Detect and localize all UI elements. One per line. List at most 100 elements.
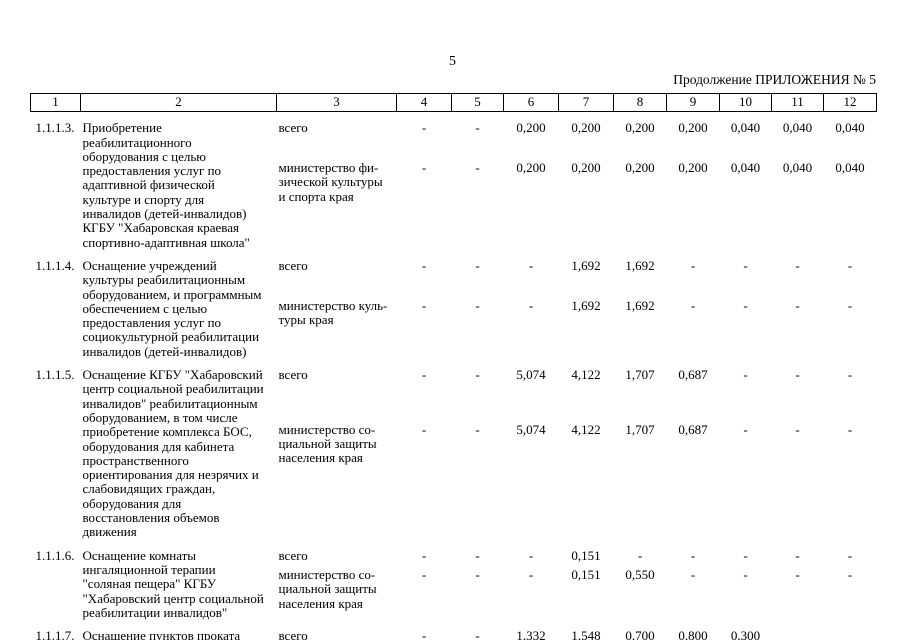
value-cell: - [847,257,853,273]
continuation-note: Продолжение ПРИЛОЖЕНИЯ № 5 [673,72,876,87]
value-cell: 0,200 [678,160,708,176]
value-cell: - [475,421,480,437]
value-cell: - [528,257,534,273]
value-cell: - [421,421,427,437]
value-cell: - [475,160,480,176]
value-cell: - [421,566,427,582]
value-cell: 0,040 [835,120,865,136]
value-cell: 0,200 [571,160,601,176]
value-cell: 0,800 [678,628,708,640]
value-cell: - [475,628,480,640]
value-cell: - [743,257,748,273]
value-cell: - [795,367,800,383]
value-cell: 0,700 [625,628,655,640]
value-cell: 0,200 [678,120,708,136]
value-cell: - [743,547,748,563]
value-cell: 1,707 [625,367,655,383]
value-cell: 0,151 [571,566,601,582]
value-cell: - [421,120,427,136]
value-cell: - [421,297,427,313]
value-cell: - [847,547,853,563]
row-executor: министерство со- циальной защиты населен… [278,566,377,611]
value-cell: 0,040 [730,120,761,136]
table-row: 1.1.1.6. Оснащение комнаты ингаляционной … [31,540,877,620]
value-cell: - [475,257,480,273]
value-cell: - [421,367,427,383]
table-row: 1.1.1.4. Оснащение учреждений культуры ре… [31,250,877,358]
value-cell: 0,687 [678,367,708,383]
row-name: Оснащение учреждений культуры реабилитац… [82,257,262,359]
value-cell: 0,200 [625,120,655,136]
value-cell: 0,200 [516,120,546,136]
value-cell: 1,548 [571,628,601,640]
value-cell: 0,200 [625,160,655,176]
value-cell: - [690,257,696,273]
value-cell: - [690,566,696,582]
table-row: 1.1.1.3. Приобретение реабилитационного о… [31,112,877,250]
value-cell: - [847,297,853,313]
value-cell: - [475,566,480,582]
table-header-row: 1 2 3 4 5 6 7 8 9 10 11 12 [30,92,877,113]
column-header: 11 [771,92,824,113]
page-number: 5 [449,54,456,69]
value-cell: 0,040 [835,160,865,176]
row-executor: всего [278,547,308,563]
value-cell: - [743,566,748,582]
table-row: министерство со- циальной защиты населен… [31,421,877,540]
column-header: 6 [503,92,559,113]
value-cell: - [475,120,480,136]
table-row: 1.1.1.5. Оснащение КГБУ "Хабаровский цент… [31,359,877,539]
value-cell: 0,040 [782,160,813,176]
row-code: 1.1.1.5. [35,367,75,383]
value-cell: 0,200 [571,120,601,136]
column-header: 8 [613,92,667,113]
value-cell: - [795,547,800,563]
value-cell: - [475,547,480,563]
column-header: 5 [451,92,504,113]
value-cell: 0,040 [730,160,761,176]
row-executor: министерство фи- зической культуры и спо… [278,160,383,204]
value-cell: 1,707 [625,421,655,437]
value-cell [824,620,877,640]
value-cell: 0,200 [516,160,546,176]
column-header: 1 [30,92,81,113]
row-executor: министерство куль- туры края [278,297,388,328]
value-cell: 4,122 [571,367,601,383]
row-executor: министерство со- циальной защиты населен… [278,421,377,466]
value-cell: - [795,257,800,273]
column-header: 12 [823,92,877,113]
row-name: Приобретение реабилитационного оборудова… [82,120,250,250]
value-cell: 1,692 [625,297,655,313]
row-code: 1.1.1.3. [35,120,75,136]
value-cell: - [421,160,427,176]
value-cell: 1,692 [625,257,655,273]
value-cell: 0,300 [730,628,761,640]
value-cell: - [528,566,534,582]
row-executor: всего [278,257,308,273]
table-body: 1.1.1.3. Приобретение реабилитационного о… [31,112,877,640]
value-cell: - [421,628,427,640]
value-cell: 0,040 [782,120,813,136]
row-name: Оснащение пунктов проката [82,628,241,640]
value-cell [772,620,824,640]
value-cell: - [743,421,748,437]
value-cell: - [847,421,853,437]
value-cell: - [690,547,696,563]
row-name: Оснащение комнаты ингаляционной терапии … [82,547,264,620]
table-row: министерство куль- туры края - - - 1,692 1,69… [31,297,877,359]
value-cell: 0,687 [678,421,708,437]
value-cell: - [421,547,427,563]
column-header: 7 [558,92,614,113]
value-cell: - [690,297,696,313]
row-executor: всего [278,628,308,640]
row-executor: всего [278,367,308,383]
value-cell: - [528,297,534,313]
value-cell: 4,122 [571,421,601,437]
value-cell: 5,074 [516,421,546,437]
column-header: 4 [396,92,452,113]
value-cell: 5,074 [516,367,546,383]
table-row: министерство со- циальной защиты населен… [31,566,877,620]
value-cell: - [847,367,853,383]
value-cell: 1,692 [571,297,601,313]
